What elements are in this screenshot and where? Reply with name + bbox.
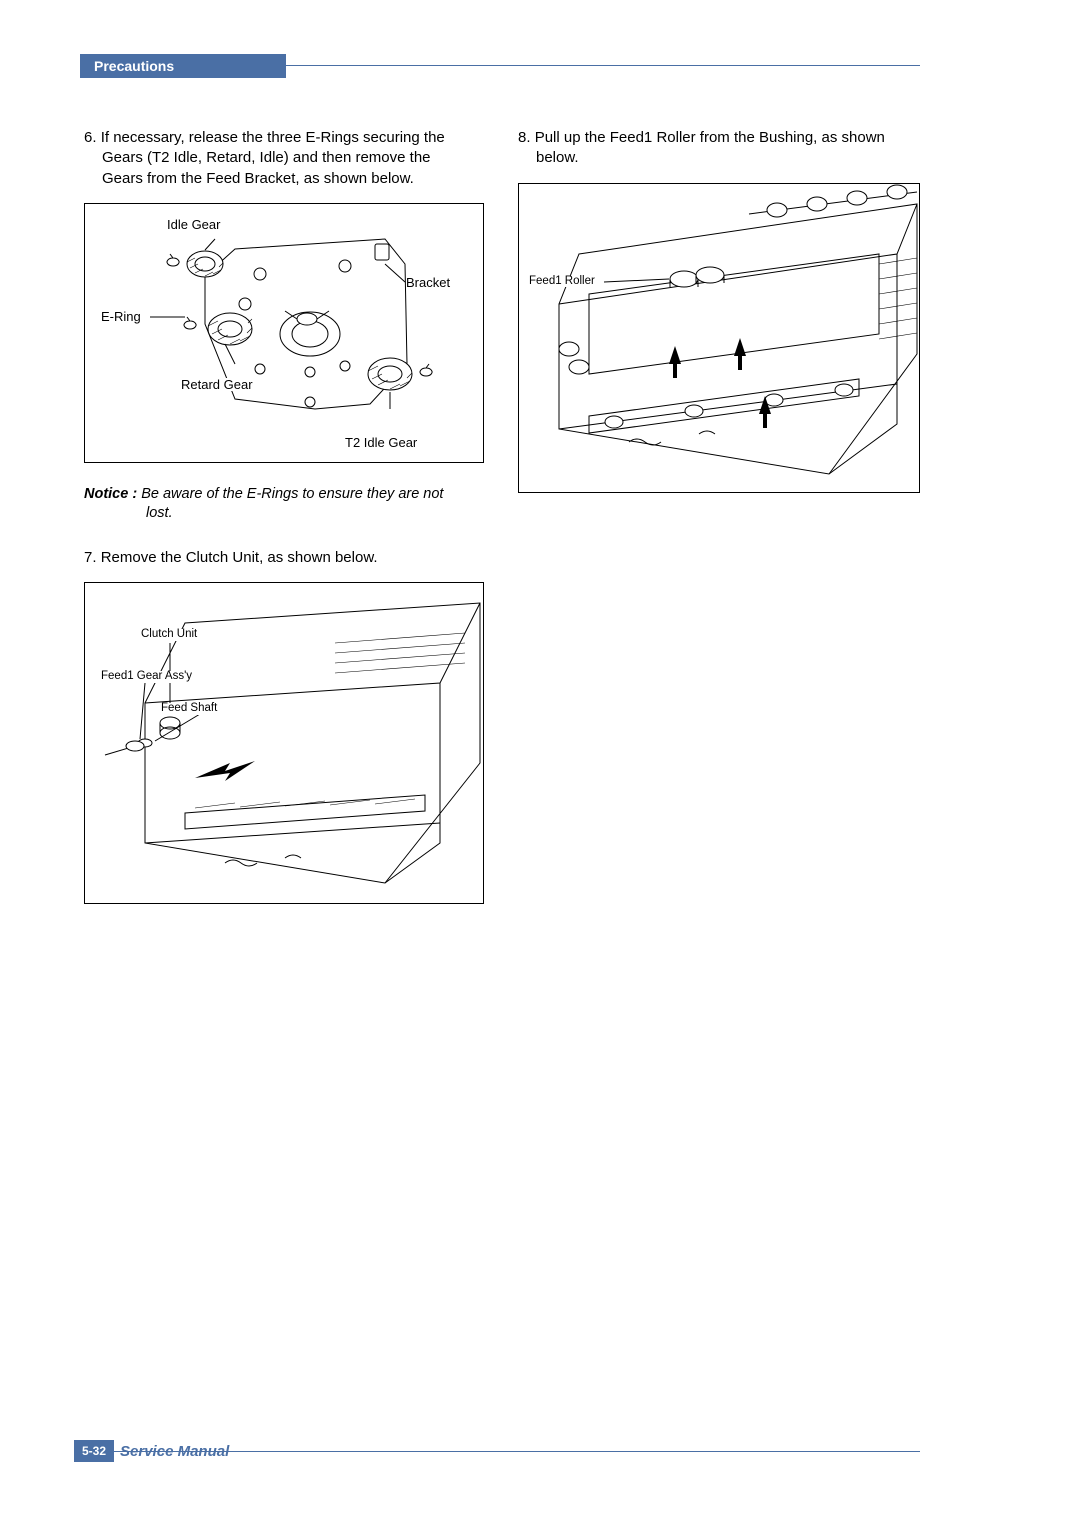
label-bracket: Bracket: [406, 276, 450, 289]
step-6-number: 6.: [84, 129, 97, 146]
figure-clutch-unit: Clutch Unit Feed1 Gear Ass'y Feed Shaft: [84, 582, 484, 904]
footer-title: Service Manual: [114, 1443, 229, 1460]
step-8-number: 8.: [518, 129, 531, 146]
figure-feed1-svg: [519, 184, 920, 493]
left-column: 6. If necessary, release the three E-Rin…: [84, 128, 484, 904]
figure-feed1-roller: Feed1 Roller: [518, 183, 920, 493]
step-6-line1: If necessary, release the three E-Rings …: [101, 129, 445, 146]
step-6-line3: Gears from the Feed Bracket, as shown be…: [84, 169, 484, 189]
step-6-line2: Gears (T2 Idle, Retard, Idle) and then r…: [84, 148, 484, 168]
label-feed1-roller: Feed1 Roller: [529, 276, 595, 288]
notice-line2: lost.: [84, 504, 484, 524]
label-retard-gear: Retard Gear: [181, 378, 253, 391]
right-column: 8. Pull up the Feed1 Roller from the Bus…: [518, 128, 920, 493]
page-number: 5-32: [74, 1440, 114, 1462]
section-tab-label: Precautions: [94, 58, 174, 74]
notice: Notice : Be aware of the E-Rings to ensu…: [84, 485, 484, 524]
label-t2-idle-gear: T2 Idle Gear: [345, 436, 417, 449]
notice-label: Notice :: [84, 486, 137, 502]
step-7-text: Remove the Clutch Unit, as shown below.: [101, 549, 378, 566]
label-clutch-unit: Clutch Unit: [141, 629, 197, 641]
header-rule: [286, 65, 920, 66]
figure-gears-bracket: Idle Gear Bracket E-Ring Retard Gear T2 …: [84, 203, 484, 463]
label-feed-shaft: Feed Shaft: [161, 703, 217, 715]
section-tab: Precautions: [80, 54, 286, 78]
step-6: 6. If necessary, release the three E-Rin…: [84, 128, 484, 189]
notice-line1: Be aware of the E-Rings to ensure they a…: [141, 486, 443, 502]
step-8: 8. Pull up the Feed1 Roller from the Bus…: [518, 128, 920, 169]
figure-gears-svg: [85, 204, 484, 463]
label-feed1-gear: Feed1 Gear Ass'y: [101, 671, 192, 683]
label-e-ring: E-Ring: [101, 310, 141, 323]
step-7-number: 7.: [84, 549, 97, 566]
step-8-line2: below.: [518, 148, 920, 168]
page-footer: 5-32 Service Manual: [74, 1440, 229, 1462]
step-8-line1: Pull up the Feed1 Roller from the Bushin…: [535, 129, 885, 146]
label-idle-gear: Idle Gear: [167, 218, 220, 231]
step-7: 7. Remove the Clutch Unit, as shown belo…: [84, 548, 484, 568]
